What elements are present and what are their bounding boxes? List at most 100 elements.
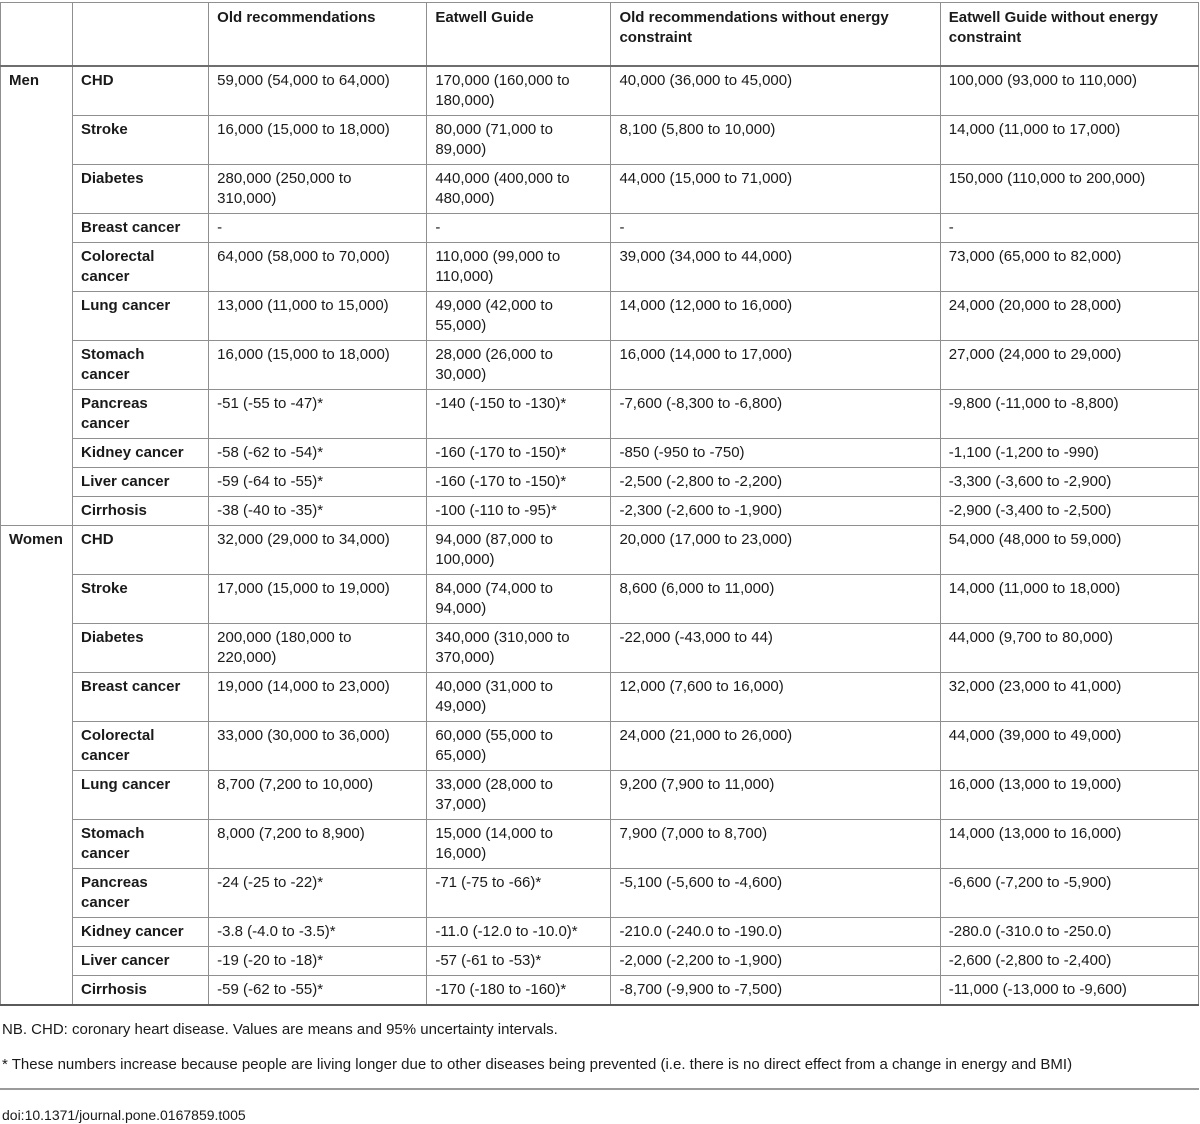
value-cell: -160 (-170 to -150)* [426, 467, 612, 497]
value-cell: -5,100 (-5,600 to -4,600) [610, 868, 941, 918]
value-cell: 9,200 (7,900 to 11,000) [610, 770, 941, 820]
value-cell: -24 (-25 to -22)* [208, 868, 428, 918]
value-cell: 33,000 (30,000 to 36,000) [208, 721, 428, 771]
value-cell: - [426, 213, 612, 243]
value-cell: 14,000 (11,000 to 17,000) [939, 115, 1200, 165]
table-row: Stomach cancer 8,000 (7,200 to 8,900) 15,0… [1, 819, 1200, 869]
value-cell: -22,000 (-43,000 to 44) [610, 623, 941, 673]
value-cell: -11,000 (-13,000 to -9,600) [939, 975, 1200, 1006]
header-eatwell-guide: Eatwell Guide [426, 2, 612, 67]
value-cell: 280,000 (250,000 to 310,000) [208, 164, 428, 214]
table-row: Stroke 16,000 (15,000 to 18,000) 80,000 (7… [1, 115, 1200, 165]
value-cell: -8,700 (-9,900 to -7,500) [610, 975, 941, 1006]
group-label-women: Women [0, 525, 74, 1006]
value-cell: - [208, 213, 428, 243]
disease-label: CHD [72, 65, 210, 116]
table-row: Cirrhosis -59 (-62 to -55)* -170 (-180 to … [1, 975, 1200, 1006]
value-cell: 24,000 (20,000 to 28,000) [939, 291, 1200, 341]
value-cell: -3.8 (-4.0 to -3.5)* [208, 917, 428, 947]
value-cell: -6,600 (-7,200 to -5,900) [939, 868, 1200, 918]
disease-label: Stroke [72, 115, 210, 165]
disease-label: Colorectal cancer [72, 242, 210, 292]
value-cell: 40,000 (31,000 to 49,000) [426, 672, 612, 722]
value-cell: 54,000 (48,000 to 59,000) [939, 525, 1200, 575]
disease-label: Stroke [72, 574, 210, 624]
header-old-recommendations: Old recommendations [208, 2, 428, 67]
value-cell: 40,000 (36,000 to 45,000) [610, 65, 941, 116]
table-row: Lung cancer 13,000 (11,000 to 15,000) 49,0… [1, 291, 1200, 341]
value-cell: -1,100 (-1,200 to -990) [939, 438, 1200, 468]
disease-label: Diabetes [72, 164, 210, 214]
value-cell: 12,000 (7,600 to 16,000) [610, 672, 941, 722]
disease-label: CHD [72, 525, 210, 575]
disease-label: Pancreas cancer [72, 868, 210, 918]
header-old-recommendations-without-energy-constraint: Old recommendations without energy const… [610, 2, 941, 67]
value-cell: -2,600 (-2,800 to -2,400) [939, 946, 1200, 976]
value-cell: 340,000 (310,000 to 370,000) [426, 623, 612, 673]
value-cell: 13,000 (11,000 to 15,000) [208, 291, 428, 341]
value-cell: -160 (-170 to -150)* [426, 438, 612, 468]
table-row: Breast cancer 19,000 (14,000 to 23,000) 40… [1, 672, 1200, 722]
value-cell: -140 (-150 to -130)* [426, 389, 612, 439]
outcomes-table: Old recommendations Eatwell Guide Old re… [0, 2, 1200, 1006]
value-cell: 16,000 (13,000 to 19,000) [939, 770, 1200, 820]
value-cell: 8,700 (7,200 to 10,000) [208, 770, 428, 820]
disease-label: Diabetes [72, 623, 210, 673]
disease-label: Cirrhosis [72, 496, 210, 526]
table-row: Cirrhosis -38 (-40 to -35)* -100 (-110 to … [1, 496, 1200, 526]
value-cell: 16,000 (15,000 to 18,000) [208, 115, 428, 165]
table-row: Stroke 17,000 (15,000 to 19,000) 84,000 (7… [1, 574, 1200, 624]
value-cell: -2,900 (-3,400 to -2,500) [939, 496, 1200, 526]
value-cell: -51 (-55 to -47)* [208, 389, 428, 439]
value-cell: -7,600 (-8,300 to -6,800) [610, 389, 941, 439]
disease-label: Kidney cancer [72, 438, 210, 468]
value-cell: 32,000 (29,000 to 34,000) [208, 525, 428, 575]
value-cell: -2,000 (-2,200 to -1,900) [610, 946, 941, 976]
value-cell: 27,000 (24,000 to 29,000) [939, 340, 1200, 390]
value-cell: 20,000 (17,000 to 23,000) [610, 525, 941, 575]
value-cell: 14,000 (12,000 to 16,000) [610, 291, 941, 341]
footnote-nb: NB. CHD: coronary heart disease. Values … [2, 1021, 558, 1038]
disease-label: Breast cancer [72, 213, 210, 243]
value-cell: -100 (-110 to -95)* [426, 496, 612, 526]
value-cell: 16,000 (15,000 to 18,000) [208, 340, 428, 390]
disease-label: Cirrhosis [72, 975, 210, 1006]
value-cell: 150,000 (110,000 to 200,000) [939, 164, 1200, 214]
header-disease-column [72, 2, 210, 67]
table-footnotes: NB. CHD: coronary heart disease. Values … [0, 1006, 1184, 1077]
value-cell: -57 (-61 to -53)* [426, 946, 612, 976]
table-row: Stomach cancer 16,000 (15,000 to 18,000) 2… [1, 340, 1200, 390]
value-cell: 14,000 (11,000 to 18,000) [939, 574, 1200, 624]
header-eatwell-guide-without-energy-constraint: Eatwell Guide without energy constraint [939, 2, 1200, 67]
disease-label: Stomach cancer [72, 340, 210, 390]
value-cell: -71 (-75 to -66)* [426, 868, 612, 918]
value-cell: -170 (-180 to -160)* [426, 975, 612, 1006]
value-cell: -58 (-62 to -54)* [208, 438, 428, 468]
value-cell: -59 (-64 to -55)* [208, 467, 428, 497]
table-row: Kidney cancer -58 (-62 to -54)* -160 (-170… [1, 438, 1200, 468]
value-cell: 28,000 (26,000 to 30,000) [426, 340, 612, 390]
disease-label: Pancreas cancer [72, 389, 210, 439]
value-cell: -38 (-40 to -35)* [208, 496, 428, 526]
value-cell: 200,000 (180,000 to 220,000) [208, 623, 428, 673]
value-cell: 44,000 (15,000 to 71,000) [610, 164, 941, 214]
value-cell: 44,000 (9,700 to 80,000) [939, 623, 1200, 673]
value-cell: 94,000 (87,000 to 100,000) [426, 525, 612, 575]
value-cell: 8,600 (6,000 to 11,000) [610, 574, 941, 624]
value-cell: 60,000 (55,000 to 65,000) [426, 721, 612, 771]
value-cell: 7,900 (7,000 to 8,700) [610, 819, 941, 869]
value-cell: 73,000 (65,000 to 82,000) [939, 242, 1200, 292]
value-cell: -9,800 (-11,000 to -8,800) [939, 389, 1200, 439]
value-cell: -59 (-62 to -55)* [208, 975, 428, 1006]
value-cell: 32,000 (23,000 to 41,000) [939, 672, 1200, 722]
value-cell: 84,000 (74,000 to 94,000) [426, 574, 612, 624]
value-cell: -19 (-20 to -18)* [208, 946, 428, 976]
disease-label: Breast cancer [72, 672, 210, 722]
value-cell: -2,300 (-2,600 to -1,900) [610, 496, 941, 526]
value-cell: -280.0 (-310.0 to -250.0) [939, 917, 1200, 947]
disease-label: Liver cancer [72, 946, 210, 976]
value-cell: -210.0 (-240.0 to -190.0) [610, 917, 941, 947]
value-cell: 170,000 (160,000 to 180,000) [426, 65, 612, 116]
table-row: Diabetes 200,000 (180,000 to 220,000) 340,… [1, 623, 1200, 673]
